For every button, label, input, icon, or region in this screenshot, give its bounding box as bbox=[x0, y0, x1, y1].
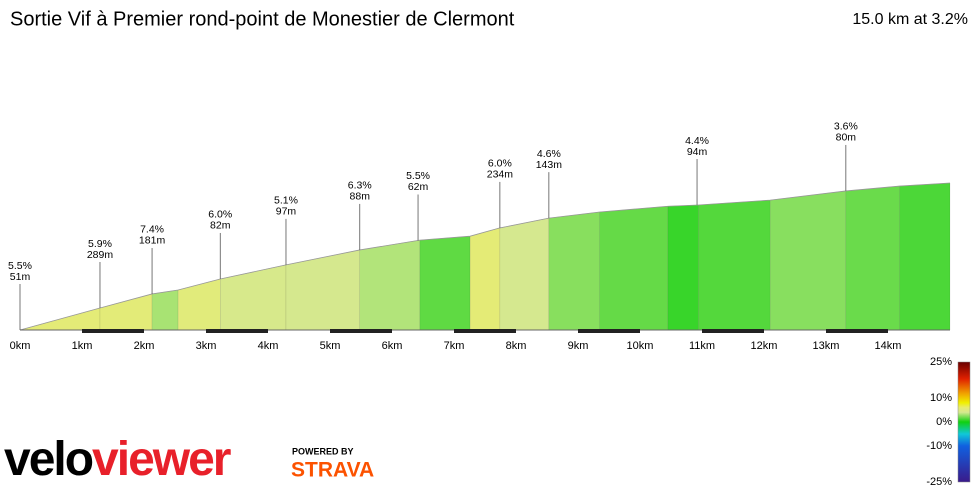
profile-segment bbox=[177, 278, 221, 331]
annotation-length: 82m bbox=[210, 220, 231, 232]
annotation-length: 94m bbox=[687, 146, 708, 158]
annotation-grade: 4.6% bbox=[537, 148, 561, 160]
x-tick-label: 5km bbox=[320, 340, 341, 352]
annotation-grade: 5.1% bbox=[274, 195, 298, 207]
km-bar bbox=[578, 329, 640, 333]
profile-segment bbox=[469, 227, 501, 331]
annotation-grade: 5.9% bbox=[88, 238, 112, 250]
colorbar-label: 10% bbox=[930, 392, 952, 404]
profile-segment bbox=[359, 239, 421, 331]
annotation-grade: 4.4% bbox=[685, 135, 709, 147]
logo: veloviewer bbox=[4, 433, 231, 486]
profile-segment bbox=[151, 289, 179, 331]
annotation-grade: 5.5% bbox=[406, 170, 430, 182]
km-bar bbox=[454, 329, 516, 333]
colorbar-label: 25% bbox=[930, 356, 952, 368]
profile-segment bbox=[220, 264, 287, 331]
x-tick-label: 3km bbox=[196, 340, 217, 352]
x-tick-label: 10km bbox=[627, 340, 654, 352]
logo-part: viewer bbox=[92, 433, 231, 486]
colorbar-label: -25% bbox=[926, 476, 952, 488]
colorbar-label: 0% bbox=[936, 416, 952, 428]
x-tick-label: 13km bbox=[813, 340, 840, 352]
x-tick-label: 7km bbox=[444, 340, 465, 352]
colorbar bbox=[957, 361, 971, 483]
x-tick-label: 14km bbox=[875, 340, 902, 352]
logo-part: velo bbox=[4, 433, 93, 486]
km-bar bbox=[826, 329, 888, 333]
profile-segment bbox=[899, 182, 951, 331]
profile-segment bbox=[769, 190, 847, 331]
annotation-grade: 3.6% bbox=[834, 121, 858, 133]
annotation-length: 88m bbox=[350, 191, 371, 203]
x-tick-label: 9km bbox=[568, 340, 589, 352]
x-tick-label: 0km bbox=[10, 340, 31, 352]
km-bar bbox=[330, 329, 392, 333]
km-bar bbox=[206, 329, 268, 333]
profile-segment bbox=[285, 249, 361, 331]
profile-segment bbox=[419, 235, 471, 331]
annotation-length: 234m bbox=[487, 169, 514, 181]
profile-segment bbox=[548, 211, 600, 331]
colorbar-label: -10% bbox=[926, 440, 952, 452]
annotation-grade: 6.0% bbox=[208, 209, 232, 221]
strava: STRAVA bbox=[291, 459, 374, 482]
x-tick-label: 12km bbox=[751, 340, 778, 352]
x-tick-label: 4km bbox=[258, 340, 279, 352]
x-tick-label: 11km bbox=[689, 340, 715, 352]
profile-segment bbox=[599, 205, 669, 331]
plot: 0km 1km 2km 3km 4km 5km 6km 7km 8km 9km 10km 11km 12… bbox=[8, 121, 951, 352]
profile-segment bbox=[667, 204, 699, 331]
summary: 15.0 km at 3.2% bbox=[852, 11, 968, 28]
x-tick-label: 8km bbox=[506, 340, 527, 352]
annotation-length: 62m bbox=[408, 181, 429, 193]
profile-segment bbox=[845, 185, 901, 331]
profile-segment bbox=[499, 217, 550, 331]
x-tick-label: 1km bbox=[72, 340, 93, 352]
annotation-length: 51m bbox=[10, 271, 31, 283]
annotation-grade: 6.3% bbox=[348, 180, 372, 192]
annotation-length: 143m bbox=[536, 159, 563, 171]
chart-title: Sortie Vif à Premier rond-point de Mones… bbox=[10, 8, 515, 30]
profile-segment bbox=[99, 293, 153, 331]
powered-by: POWERED BY bbox=[292, 446, 354, 456]
annotation-length: 289m bbox=[87, 249, 114, 261]
annotation-length: 80m bbox=[836, 132, 857, 144]
annotation-grade: 5.5% bbox=[8, 260, 32, 272]
x-tick-label: 6km bbox=[382, 340, 403, 352]
annotation-grade: 6.0% bbox=[488, 158, 512, 170]
annotation-length: 97m bbox=[276, 206, 297, 218]
km-bar bbox=[702, 329, 764, 333]
profile-segment bbox=[698, 199, 771, 331]
km-bar bbox=[82, 329, 144, 333]
x-tick-label: 2km bbox=[134, 340, 155, 352]
profile-outline bbox=[19, 182, 951, 331]
annotation-length: 181m bbox=[139, 235, 166, 247]
annotation-grade: 7.4% bbox=[140, 224, 164, 236]
